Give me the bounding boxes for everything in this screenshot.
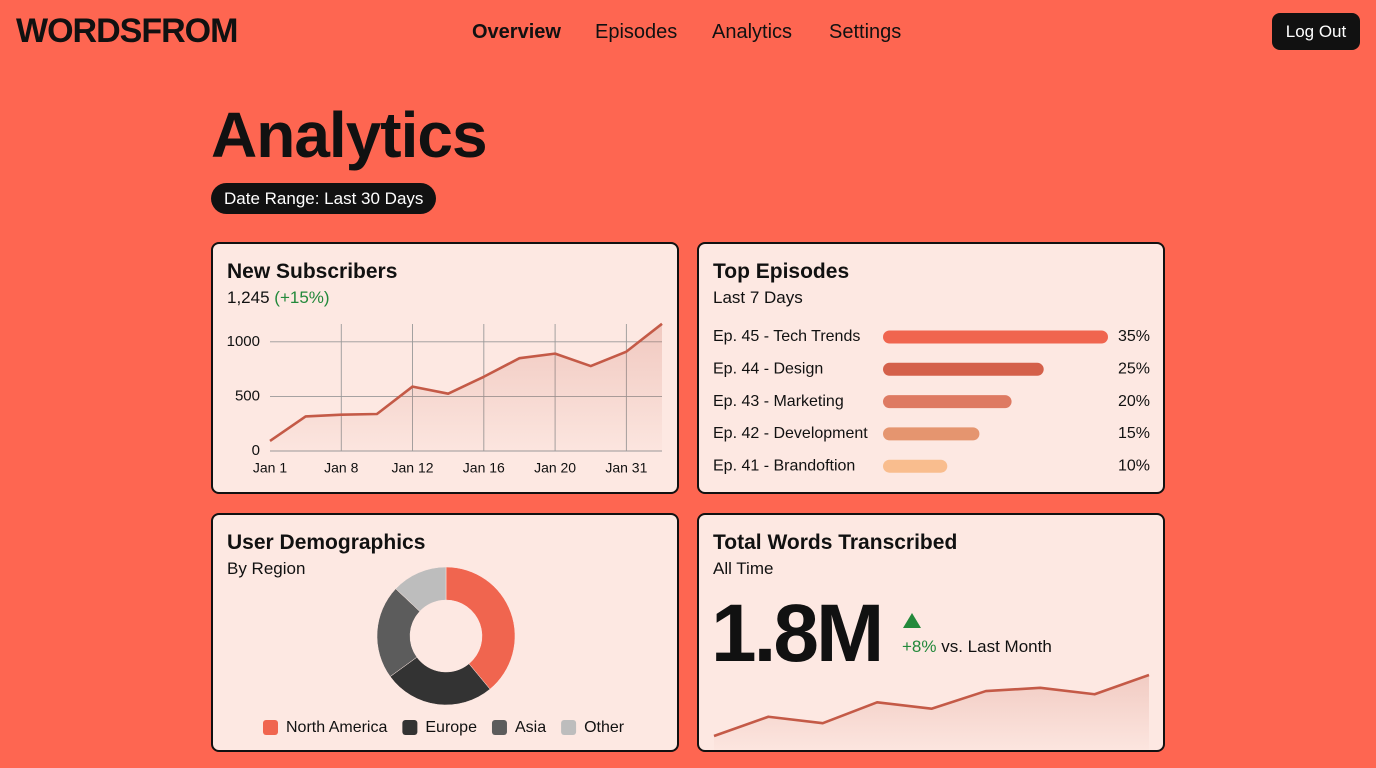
value-label: 10% xyxy=(1118,457,1150,474)
bar xyxy=(883,362,1044,376)
big-number: 1.8M xyxy=(711,588,884,679)
nav-link[interactable]: Overview xyxy=(472,21,561,43)
logout-button[interactable]: Log Out xyxy=(1272,13,1360,50)
bar xyxy=(883,395,1012,409)
chart: North America Europe Asia Other xyxy=(263,566,625,736)
bar-label: Ep. 44 - Design xyxy=(713,361,823,378)
legend-label: Asia xyxy=(515,719,546,736)
x-tick-label: Jan 8 xyxy=(324,460,358,476)
card: Total Words Transcribed All Time 1.8M +8… xyxy=(697,513,1165,752)
card: Top Episodes Last 7 Days Ep. 45 - Tech T… xyxy=(697,242,1165,494)
bar-label: Ep. 43 - Marketing xyxy=(713,393,844,410)
y-tick-label: 500 xyxy=(235,387,260,404)
x-tick-label: Jan 20 xyxy=(534,460,576,476)
bar-label: Ep. 41 - Brandoftion xyxy=(713,457,855,474)
x-tick-label: Jan 16 xyxy=(463,460,505,476)
change: (+15%) xyxy=(274,288,330,307)
card-subtitle: Last 7 Days xyxy=(713,288,803,307)
line xyxy=(269,322,663,443)
x-tick-label: Jan 1 xyxy=(253,460,287,476)
value-label: 35% xyxy=(1118,328,1150,345)
pie-slice xyxy=(445,566,516,690)
legend-label: North America xyxy=(286,719,387,736)
change: +8% xyxy=(902,637,937,656)
area xyxy=(270,323,662,451)
y-tick-label: 0 xyxy=(252,442,260,459)
chart: Ep. 45 - Tech Trends 35% Ep. 44 - Design 25… xyxy=(713,328,1150,474)
value-label: 20% xyxy=(1118,393,1150,410)
bar xyxy=(883,427,980,441)
card-subtitle: By Region xyxy=(227,559,306,578)
legend-swatch xyxy=(491,720,507,735)
card-title: Top Episodes xyxy=(713,260,850,283)
x-tick-label: Jan 31 xyxy=(605,460,647,476)
value-label: 15% xyxy=(1118,425,1150,442)
chart xyxy=(713,613,1150,750)
change-row: +8% vs. Last Month xyxy=(902,637,1052,657)
legend-swatch xyxy=(402,720,418,735)
up-arrow xyxy=(903,613,921,628)
card-title: New Subscribers xyxy=(227,260,398,283)
brand[interactable]: WORDSFROM xyxy=(16,12,238,50)
bar xyxy=(883,330,1108,344)
value-label: 25% xyxy=(1118,361,1150,378)
card: User Demographics By Region North Americ… xyxy=(211,513,679,752)
chart: 0 500 1000 Jan 1 Jan 8 Jan 12 Jan 16 Jan 20 Jan … xyxy=(227,322,663,476)
bar-label: Ep. 42 - Development xyxy=(713,425,868,442)
pie-slice xyxy=(395,566,447,612)
pie-slice xyxy=(389,656,491,706)
card: New Subscribers 1,245 (+15%) 0 500 1000 Jan… xyxy=(211,242,679,494)
legend-swatch xyxy=(263,720,278,735)
nav-link[interactable]: Episodes xyxy=(595,21,678,43)
change-note: vs. Last Month xyxy=(941,637,1052,656)
card-subtitle: All Time xyxy=(713,559,774,578)
date-range[interactable]: Date Range: Last 30 Days xyxy=(211,183,437,214)
legend-label: Other xyxy=(584,719,625,736)
bar-label: Ep. 45 - Tech Trends xyxy=(713,328,860,345)
y-tick-label: 1000 xyxy=(227,333,260,350)
total: 1,245 xyxy=(227,288,270,307)
area xyxy=(714,675,1149,750)
legend-swatch xyxy=(561,720,577,735)
x-tick-label: Jan 12 xyxy=(392,460,434,476)
card-subtitle: 1,245 (+15%) xyxy=(227,288,330,308)
bar xyxy=(883,459,948,473)
card-title: Total Words Transcribed xyxy=(713,531,958,554)
sparkline xyxy=(713,673,1150,738)
legend-label: Europe xyxy=(425,719,477,736)
card-title: User Demographics xyxy=(227,531,426,554)
nav-link[interactable]: Settings xyxy=(829,21,902,43)
page-title: Analytics xyxy=(211,99,488,171)
nav-link[interactable]: Analytics xyxy=(712,21,793,43)
